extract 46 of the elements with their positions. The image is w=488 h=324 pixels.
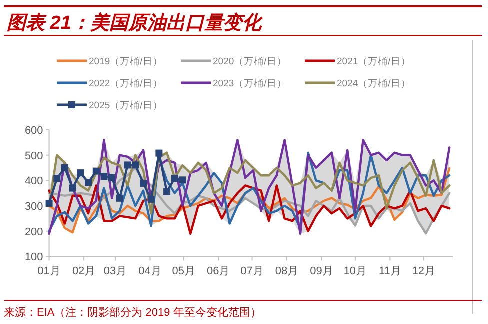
legend-label: 2024（万桶/日） (337, 78, 411, 90)
point (54, 175, 61, 182)
y-tick-label: 400 (24, 176, 44, 188)
x-tick-label: 02月 (72, 266, 96, 278)
legend-label: 2021（万桶/日） (337, 56, 411, 68)
legend-label: 2019（万桶/日） (89, 56, 163, 68)
chart-title: 图表 21：美国原油出口量变化 (7, 12, 264, 34)
y-tick-label: 200 (24, 226, 44, 238)
source-note: 来源：EIA（注：阴影部分为 2019 年至今变化范围） (4, 306, 262, 319)
x-tick-label: 03月 (104, 266, 128, 278)
y-tick-label: 500 (24, 150, 44, 162)
line-series (48, 184, 451, 235)
point (132, 162, 140, 169)
x-tick-label: 09月 (310, 266, 334, 278)
x-tick-label: 11月 (378, 266, 402, 278)
y-tick-label: 100 (24, 252, 44, 264)
point (171, 175, 178, 182)
x-tick-label: 05月 (172, 266, 196, 278)
point (140, 180, 147, 187)
x-tick-label: 10月 (344, 266, 368, 278)
x-tick-label: 08月 (275, 266, 299, 278)
legend-label: 2025（万桶/日） (89, 100, 163, 112)
x-tick-label: 01月 (38, 266, 61, 278)
legend-label: 2023（万桶/日） (213, 78, 287, 90)
legend-label: 2020（万桶/日） (213, 56, 287, 68)
point (179, 176, 186, 184)
point (164, 188, 171, 196)
x-tick-label: 04月 (138, 266, 162, 278)
point (69, 184, 76, 192)
point (46, 200, 53, 207)
point (124, 162, 132, 169)
point (116, 194, 124, 202)
point (85, 179, 92, 186)
point (62, 164, 68, 172)
point (156, 150, 163, 157)
legend-label: 2022（万桶/日） (89, 78, 163, 90)
point (148, 196, 155, 203)
point (77, 170, 84, 177)
x-tick-label: 06月 (207, 266, 230, 278)
x-tick-label: 12月 (412, 266, 436, 278)
y-tick-label: 300 (24, 201, 44, 214)
y-tick-label: 600 (24, 125, 44, 137)
point (100, 173, 108, 180)
point (108, 174, 116, 182)
point (92, 168, 100, 175)
x-tick-label: 07月 (240, 266, 264, 278)
